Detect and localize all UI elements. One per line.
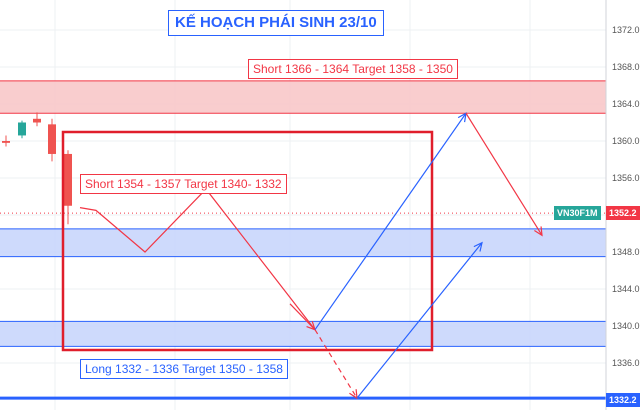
last-price-tag: 1352.2 <box>606 206 640 220</box>
symbol-tag: VN30F1M <box>554 206 601 220</box>
price-axis[interactable]: 1372.01368.01364.01360.01356.01352.01348… <box>612 25 640 368</box>
price-tick-label: 1348.0 <box>612 247 640 257</box>
breakdown-arrow <box>314 329 358 399</box>
price-zones <box>0 80 606 347</box>
low-price-tag: 1332.2 <box>606 393 640 407</box>
support-zone <box>0 321 606 347</box>
price-tick-label: 1336.0 <box>612 358 640 368</box>
short-upper-label: Short 1366 - 1364 Target 1358 - 1350 <box>248 59 458 79</box>
price-tick-label: 1368.0 <box>612 62 640 72</box>
candle-body <box>48 124 56 154</box>
plan-title: KẾ HOẠCH PHÁI SINH 23/10 <box>168 10 384 36</box>
focus-frame <box>61 130 434 352</box>
pullback-arrow-head <box>534 226 543 237</box>
long-scenario-b-arrow <box>356 242 483 399</box>
long-lower-label: Long 1332 - 1336 Target 1350 - 1358 <box>80 359 288 379</box>
price-tick-label: 1356.0 <box>612 173 640 183</box>
short-mid-label: Short 1354 - 1357 Target 1340- 1332 <box>80 174 287 194</box>
price-tick-label: 1372.0 <box>612 25 640 35</box>
price-tick-label: 1364.0 <box>612 99 640 109</box>
candlesticks <box>2 112 72 225</box>
short-scenario-path <box>79 188 316 331</box>
candle-body <box>64 153 72 206</box>
price-tick-label: 1340.0 <box>612 321 640 331</box>
long-scenario-a-arrow-head <box>457 112 467 123</box>
candle-body <box>18 122 26 136</box>
long-scenario-a-arrow <box>314 112 467 331</box>
long-scenario-b-arrow-head <box>473 241 483 252</box>
candle-body <box>33 118 41 123</box>
short-scenario-arrow <box>289 303 316 331</box>
scenario-arrows <box>0 112 606 400</box>
candle-body <box>2 141 10 143</box>
price-tick-label: 1344.0 <box>612 284 640 294</box>
resistance-zone <box>0 80 606 114</box>
support-zone <box>0 228 606 257</box>
price-tick-label: 1360.0 <box>612 136 640 146</box>
pullback-arrow <box>465 112 543 236</box>
